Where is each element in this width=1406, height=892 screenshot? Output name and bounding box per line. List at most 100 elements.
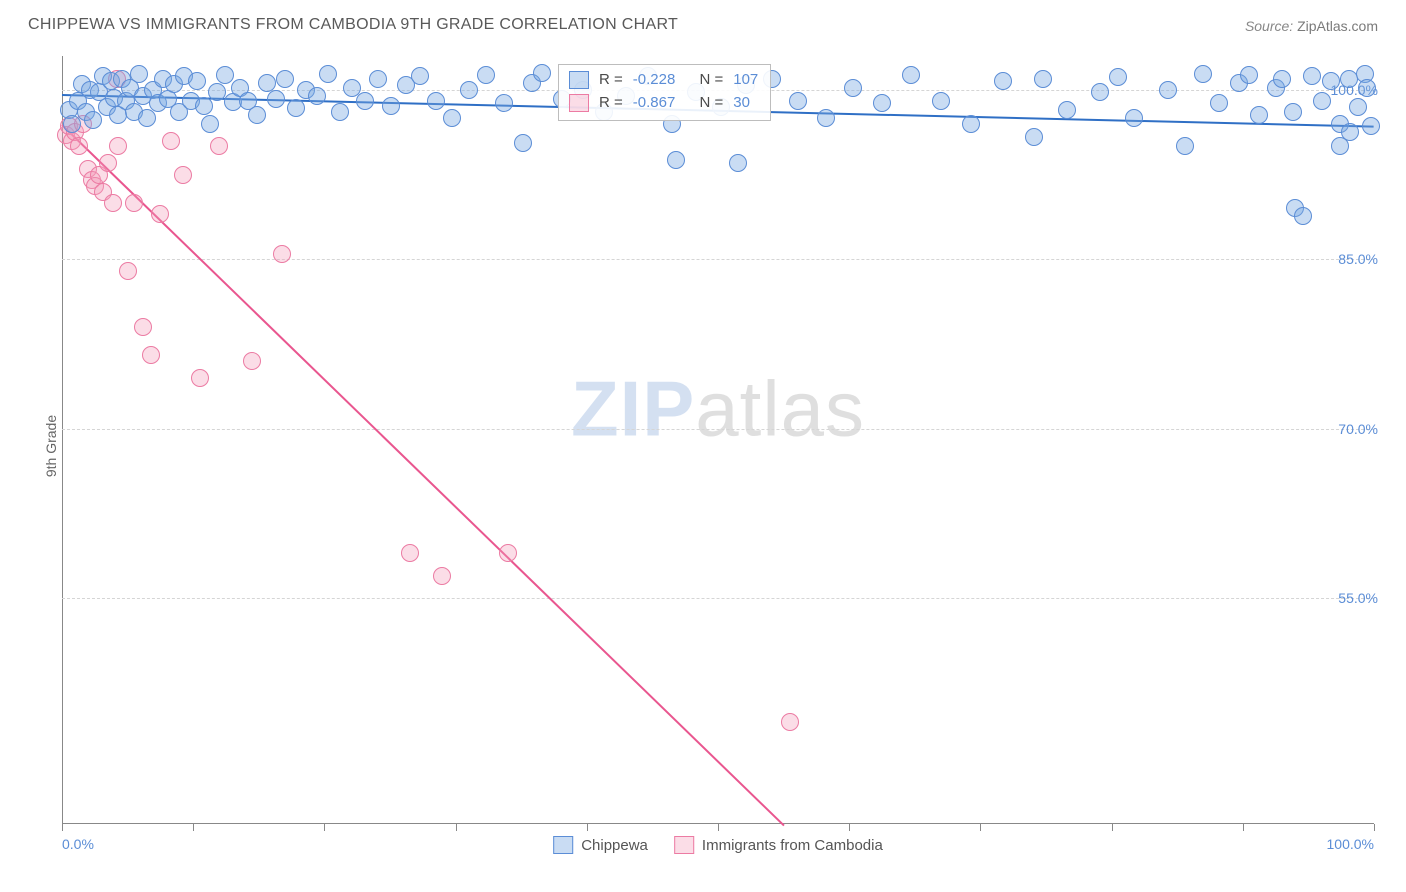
data-point-chippewa xyxy=(1284,103,1302,121)
data-point-chippewa xyxy=(1303,67,1321,85)
y-tick-label: 55.0% xyxy=(1338,590,1378,606)
data-point-chippewa xyxy=(1091,83,1109,101)
legend-label-chippewa: Chippewa xyxy=(581,837,648,854)
data-point-cambodia xyxy=(781,713,799,731)
n-label: N = xyxy=(699,92,723,115)
x-tick-label: 0.0% xyxy=(62,836,94,852)
data-point-cambodia xyxy=(273,245,291,263)
watermark-text-a: ZIP xyxy=(571,365,695,453)
r-value-chippewa: -0.228 xyxy=(633,69,676,92)
trendline-cambodia xyxy=(61,124,784,826)
swatch-chippewa xyxy=(569,71,589,89)
x-tick xyxy=(718,824,719,831)
data-point-chippewa xyxy=(1341,123,1359,141)
data-point-chippewa xyxy=(1176,137,1194,155)
x-tick xyxy=(1112,824,1113,831)
data-point-chippewa xyxy=(902,66,920,84)
data-point-cambodia xyxy=(433,567,451,585)
y-axis-line xyxy=(62,56,63,824)
data-point-chippewa xyxy=(331,103,349,121)
data-point-cambodia xyxy=(119,262,137,280)
gridline-h xyxy=(62,259,1374,260)
data-point-chippewa xyxy=(195,97,213,115)
data-point-chippewa xyxy=(1058,101,1076,119)
data-point-cambodia xyxy=(134,318,152,336)
x-tick xyxy=(324,824,325,831)
data-point-cambodia xyxy=(70,137,88,155)
source-value: ZipAtlas.com xyxy=(1297,18,1378,34)
chart-legend: Chippewa Immigrants from Cambodia xyxy=(553,836,883,854)
x-tick xyxy=(1374,824,1375,831)
data-point-cambodia xyxy=(99,154,117,172)
swatch-cambodia xyxy=(569,94,589,112)
data-point-chippewa xyxy=(216,66,234,84)
y-tick-label: 85.0% xyxy=(1338,251,1378,267)
data-point-chippewa xyxy=(477,66,495,84)
watermark: ZIPatlas xyxy=(571,364,865,455)
n-label: N = xyxy=(699,69,723,92)
data-point-chippewa xyxy=(817,109,835,127)
data-point-chippewa xyxy=(319,65,337,83)
data-point-chippewa xyxy=(1025,128,1043,146)
data-point-chippewa xyxy=(1349,98,1367,116)
x-tick xyxy=(1243,824,1244,831)
data-point-chippewa xyxy=(1125,109,1143,127)
watermark-text-b: atlas xyxy=(695,365,865,453)
data-point-chippewa xyxy=(1294,207,1312,225)
x-tick xyxy=(193,824,194,831)
data-point-chippewa xyxy=(1194,65,1212,83)
data-point-cambodia xyxy=(162,132,180,150)
n-value-chippewa: 107 xyxy=(733,69,758,92)
n-value-cambodia: 30 xyxy=(733,92,750,115)
r-value-cambodia: -0.867 xyxy=(633,92,676,115)
data-point-chippewa xyxy=(873,94,891,112)
r-label: R = xyxy=(599,69,623,92)
legend-label-cambodia: Immigrants from Cambodia xyxy=(702,837,883,854)
legend-swatch-cambodia xyxy=(674,836,694,854)
data-point-chippewa xyxy=(514,134,532,152)
legend-swatch-chippewa xyxy=(553,836,573,854)
chart-title: CHIPPEWA VS IMMIGRANTS FROM CAMBODIA 9TH… xyxy=(28,16,678,34)
data-point-chippewa xyxy=(130,65,148,83)
data-point-chippewa xyxy=(1322,72,1340,90)
legend-item-chippewa: Chippewa xyxy=(553,836,648,854)
data-point-chippewa xyxy=(1362,117,1380,135)
data-point-chippewa xyxy=(276,70,294,88)
data-point-chippewa xyxy=(667,151,685,169)
data-point-chippewa xyxy=(427,92,445,110)
x-tick xyxy=(62,824,63,831)
data-point-cambodia xyxy=(401,544,419,562)
x-tick xyxy=(587,824,588,831)
data-point-chippewa xyxy=(994,72,1012,90)
data-point-chippewa xyxy=(1109,68,1127,86)
legend-item-cambodia: Immigrants from Cambodia xyxy=(674,836,883,854)
data-point-chippewa xyxy=(369,70,387,88)
data-point-cambodia xyxy=(174,166,192,184)
data-point-chippewa xyxy=(789,92,807,110)
data-point-chippewa xyxy=(411,67,429,85)
data-point-chippewa xyxy=(201,115,219,133)
r-label: R = xyxy=(599,92,623,115)
y-axis-label: 9th Grade xyxy=(43,415,59,477)
y-tick-label: 70.0% xyxy=(1338,421,1378,437)
data-point-chippewa xyxy=(460,81,478,99)
data-point-chippewa xyxy=(729,154,747,172)
source-attribution: Source: ZipAtlas.com xyxy=(1245,18,1378,34)
x-tick xyxy=(849,824,850,831)
stats-row-cambodia: R = -0.867 N = 30 xyxy=(569,92,758,115)
data-point-chippewa xyxy=(1240,66,1258,84)
data-point-cambodia xyxy=(243,352,261,370)
gridline-h xyxy=(62,429,1374,430)
data-point-cambodia xyxy=(210,137,228,155)
correlation-stats-box: R = -0.228 N = 107 R = -0.867 N = 30 xyxy=(558,64,771,121)
data-point-chippewa xyxy=(1210,94,1228,112)
x-tick xyxy=(980,824,981,831)
data-point-chippewa xyxy=(1313,92,1331,110)
data-point-chippewa xyxy=(962,115,980,133)
data-point-chippewa xyxy=(844,79,862,97)
data-point-cambodia xyxy=(499,544,517,562)
data-point-cambodia xyxy=(151,205,169,223)
data-point-chippewa xyxy=(382,97,400,115)
data-point-chippewa xyxy=(308,87,326,105)
x-tick xyxy=(456,824,457,831)
